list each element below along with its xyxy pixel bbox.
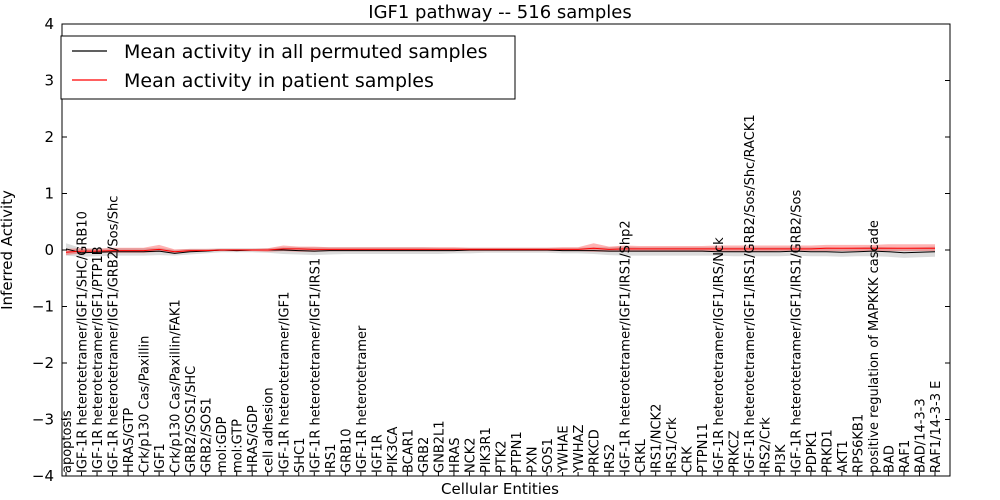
x-tick-label: cell adhesion <box>262 387 277 473</box>
x-tick-label: CRK <box>681 446 696 473</box>
x-tick-label: IRS1/Crk <box>665 417 680 473</box>
x-tick-label: PXN <box>526 446 541 472</box>
x-tick-label: PDPK1 <box>805 431 820 474</box>
x-tick-label: IGF-1R heterotetramer/IGF1/IRS1/Shp2 <box>619 220 634 473</box>
x-tick-label: IGF-1R heterotetramer/IGF1/IRS/Nck <box>712 237 727 473</box>
x-tick-label: PTPN11 <box>696 423 711 473</box>
x-tick-label: IGF-1R heterotetramer/IGF1/IRS1/GRB2/Sos… <box>743 114 758 473</box>
x-tick-label: IRS2 <box>603 444 618 473</box>
x-tick-label: RPS6KB1 <box>851 414 866 473</box>
y-axis-label: Inferred Activity <box>0 190 16 310</box>
x-tick-label: IGF-1R heterotetramer/IGF1/IRS1 <box>308 258 323 473</box>
legend-label-permuted: Mean activity in all permuted samples <box>124 41 487 63</box>
x-tick-label: apoptosis <box>60 410 75 473</box>
x-tick-label: PRKCD <box>588 429 603 473</box>
x-tick-label: BAD/14-3-3 <box>914 398 929 473</box>
x-tick-label: IGF-1R heterotetramer <box>355 325 370 473</box>
x-tick-label: NCK2 <box>464 437 479 473</box>
x-tick-label: mol:GTP <box>231 419 246 473</box>
x-tick-label: GNB2L1 <box>432 420 447 473</box>
x-tick-label: IGF1 <box>153 443 168 473</box>
x-tick-label: CRKL <box>634 438 649 473</box>
x-tick-label: BCAR1 <box>401 429 416 473</box>
x-tick-label: PI3K <box>774 444 789 473</box>
x-tick-label: GRB2/SOS1 <box>200 397 215 473</box>
x-tick-label: BAD <box>882 445 897 473</box>
x-tick-label: IRS2/Crk <box>758 417 773 473</box>
band-permuted <box>66 243 935 258</box>
x-tick-label: PRKCZ <box>727 430 742 473</box>
x-tick-label: IGF1R <box>370 434 385 473</box>
x-tick-label: AKT1 <box>836 440 851 473</box>
x-tick-label: SOS1 <box>541 438 556 473</box>
y-tick-label: −4 <box>32 467 54 485</box>
y-tick-label: −2 <box>32 354 54 372</box>
legend-box <box>60 35 516 100</box>
x-tick-label: IGF-1R heterotetramer/IGF1 <box>277 292 292 473</box>
x-tick-label: PIK3R1 <box>479 427 494 473</box>
legend: Mean activity in all permuted samples Me… <box>60 35 516 100</box>
x-tick-label: HRAS <box>448 438 463 473</box>
y-tick-label: −3 <box>32 411 54 429</box>
x-tick-label: IGF-1R heterotetramer/IGF1/SHC/GRB10 <box>76 211 91 473</box>
x-tick-label: RAF1 <box>898 440 913 473</box>
x-tick-label: RAF1/14-3-3 E <box>929 381 944 473</box>
x-tick-label: HRAS/GDP <box>246 405 261 473</box>
chart-title: IGF1 pathway -- 516 samples <box>368 2 631 23</box>
x-tick-label: PTPN1 <box>510 431 525 473</box>
x-tick-label: YWHAZ <box>572 425 587 474</box>
x-axis-ticks: apoptosis IGF-1R heterotetramer/IGF1/SHC/… <box>60 114 944 476</box>
x-tick-label: Crk/p130 Cas/Paxillin <box>138 336 153 473</box>
y-tick-label: 2 <box>44 128 54 146</box>
y-tick-label: −1 <box>32 298 54 316</box>
x-tick-label: IGF-1R heterotetramer/IGF1/IRS1/GRB2/Sos <box>789 190 804 473</box>
x-tick-label: HRAS/GTP <box>122 408 137 473</box>
x-tick-label: Crk/p130 Cas/Paxillin/FAK1 <box>169 299 184 473</box>
legend-label-patient: Mean activity in patient samples <box>124 70 434 92</box>
x-tick-label: IRS1/NCK2 <box>650 404 665 473</box>
y-tick-label: 4 <box>44 15 54 33</box>
x-tick-label: GRB10 <box>339 428 354 473</box>
x-tick-label: positive regulation of MAPKKK cascade <box>867 220 882 473</box>
series-lines <box>65 247 936 254</box>
x-axis-label: Cellular Entities <box>441 480 559 498</box>
x-tick-label: IGF-1R heterotetramer/IGF1/GRB2/Sos/Shc <box>107 196 122 473</box>
x-tick-label: PTK2 <box>495 440 510 473</box>
x-tick-label: SHC1 <box>293 438 308 473</box>
y-axis-ticks: −4 −3 −2 −1 0 1 2 3 4 <box>32 15 950 485</box>
x-tick-label: IRS1 <box>324 444 339 473</box>
y-tick-label: 1 <box>44 185 54 203</box>
y-tick-label: 3 <box>44 72 54 90</box>
x-tick-label: IGF-1R heterotetramer/IGF1/PTP1B <box>91 246 106 473</box>
x-tick-label: YWHAE <box>557 425 572 474</box>
x-tick-label: PIK3CA <box>386 426 401 473</box>
x-tick-label: mol:GDP <box>215 416 230 473</box>
x-tick-label: GRB2 <box>417 437 432 473</box>
x-tick-label: PRKD1 <box>820 429 835 473</box>
line-patient <box>65 247 935 253</box>
y-tick-label: 0 <box>44 241 54 259</box>
x-tick-label: GRB2/SOS1/SHC <box>184 366 199 473</box>
